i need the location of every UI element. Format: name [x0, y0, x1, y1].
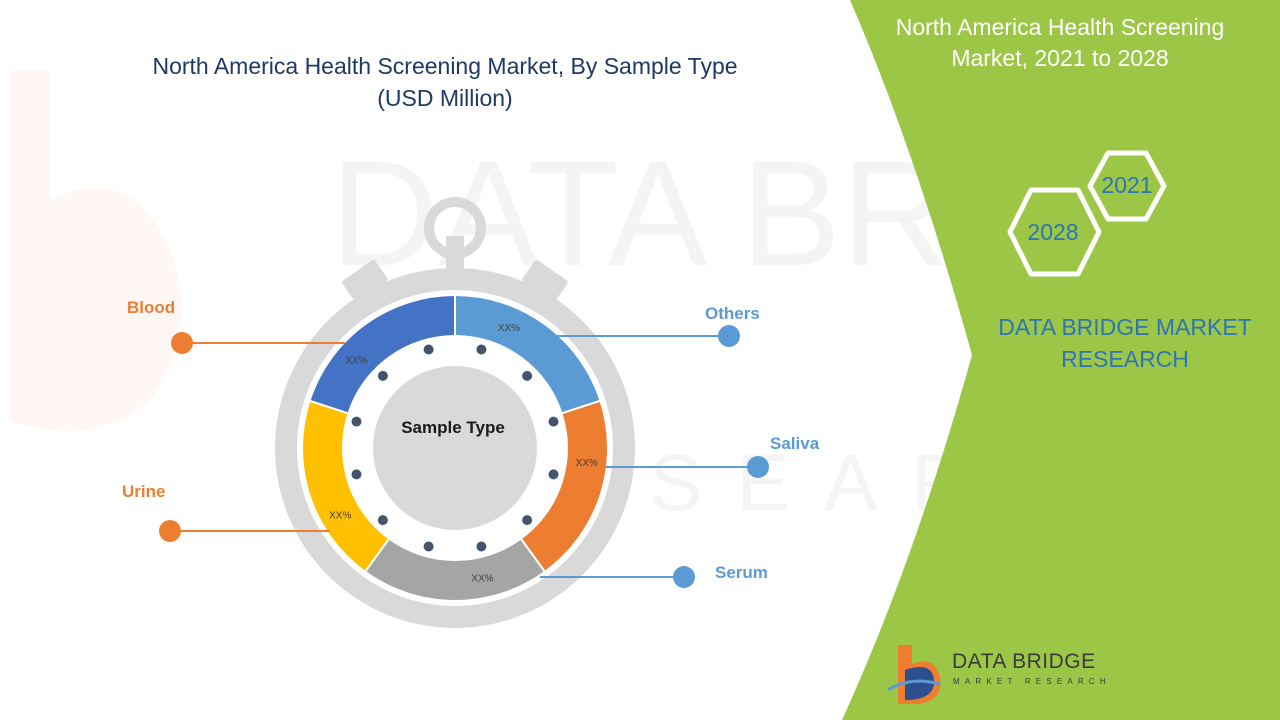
- logo-tagline: MARKET RESEARCH: [953, 677, 1111, 686]
- dial-dot: [423, 541, 434, 552]
- hex-year-2028: 2028: [1027, 219, 1079, 245]
- company-name: DATA BRIDGE MARKET RESEARCH: [985, 311, 1265, 375]
- dial-dot: [351, 469, 362, 480]
- category-label-serum: Serum: [715, 563, 768, 582]
- slice-value-label-serum: XX%: [471, 574, 493, 585]
- data-bridge-logo-icon: [887, 645, 941, 704]
- slice-value-label-urine: XX%: [329, 510, 351, 521]
- dial-dot: [548, 469, 559, 480]
- panel-title-line2: Market, 2021 to 2028: [951, 45, 1169, 71]
- chart-title-line2: (USD Million): [377, 85, 513, 111]
- center-disc: [373, 366, 537, 530]
- dial-dot: [522, 370, 533, 381]
- dial-dot: [351, 416, 362, 427]
- slice-value-labels: XX% XX% XX% XX% XX%: [329, 323, 598, 585]
- dial-dot: [476, 541, 487, 552]
- category-label-urine: Urine: [122, 482, 166, 501]
- right-green-panel: [842, 0, 1280, 720]
- category-label-blood: Blood: [127, 298, 176, 317]
- dial-dot: [377, 370, 388, 381]
- callout-marker-serum: [673, 566, 695, 588]
- dial-dot: [423, 344, 434, 355]
- hexagon-2021-icon: [1087, 150, 1167, 222]
- slice-value-label-blood: XX%: [345, 355, 367, 366]
- callout-marker-urine: [159, 520, 181, 542]
- panel-title: North America Health Screening Market, 2…: [880, 12, 1240, 74]
- hex-year-2021: 2021: [1101, 172, 1153, 198]
- dial-dot: [548, 416, 559, 427]
- donut-center-label: Sample Type: [401, 418, 505, 437]
- dial-dot: [476, 344, 487, 355]
- slice-value-label-others: XX%: [498, 323, 520, 334]
- callout-marker-saliva: [747, 456, 769, 478]
- callouts: [159, 325, 769, 588]
- callout-marker-blood: [171, 332, 193, 354]
- chart-title: North America Health Screening Market, B…: [100, 50, 790, 114]
- company-name-line2: RESEARCH: [1061, 346, 1189, 372]
- category-label-others: Others: [705, 304, 760, 323]
- chart-title-line1: North America Health Screening Market, B…: [152, 53, 738, 79]
- category-label-saliva: Saliva: [770, 434, 820, 453]
- dial-dot: [522, 515, 533, 526]
- callout-marker-others: [718, 325, 740, 347]
- logo-name: DATA BRIDGE: [952, 650, 1096, 673]
- dial-dot: [377, 515, 388, 526]
- company-name-line1: DATA BRIDGE MARKET: [998, 314, 1252, 340]
- dial-dots: [351, 344, 559, 552]
- hexagon-2028-icon: [1007, 187, 1102, 277]
- panel-title-line1: North America Health Screening: [895, 14, 1225, 40]
- slice-value-label-saliva: XX%: [576, 458, 598, 469]
